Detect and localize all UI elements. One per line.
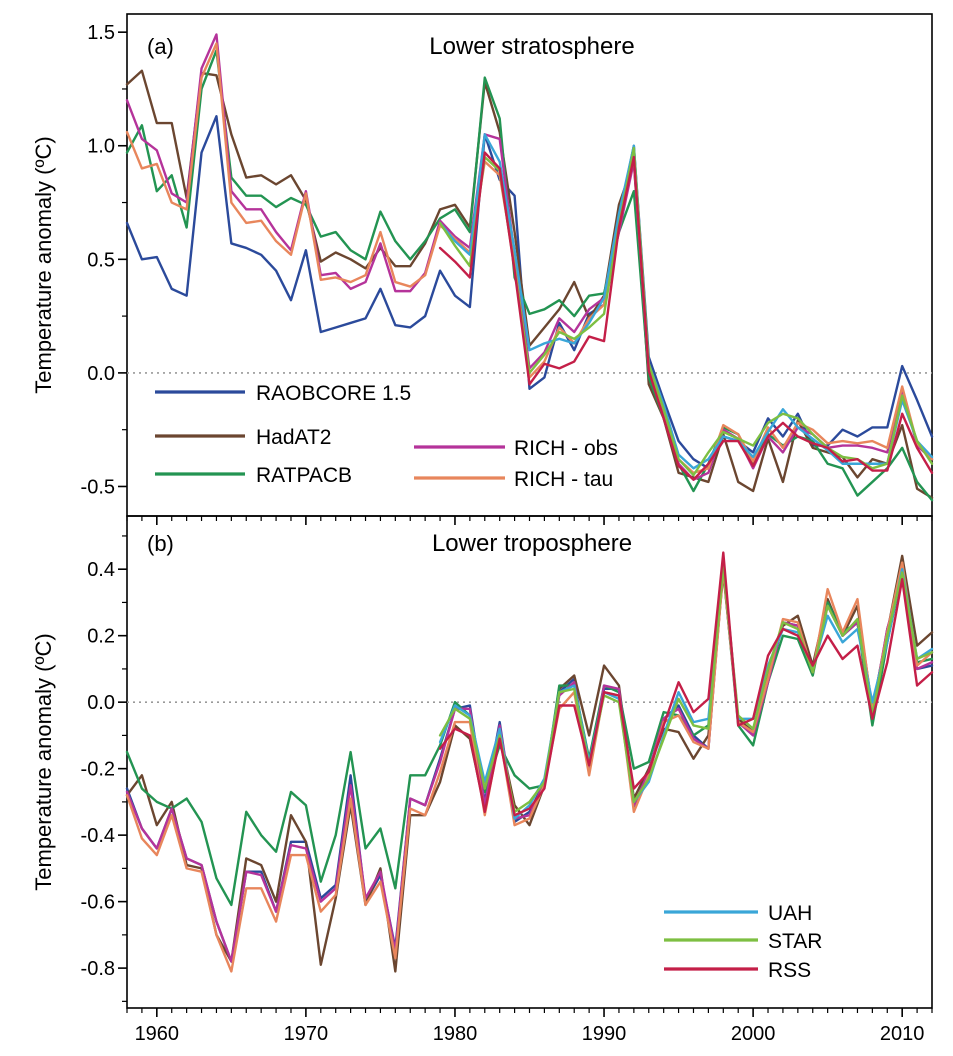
y-tick-label: 0.2 bbox=[87, 626, 115, 648]
x-tick-label: 1980 bbox=[433, 1023, 478, 1045]
y-tick-label: -0.5 bbox=[81, 476, 115, 498]
panel-a-y-axis: -0.5 0.0 0.5 1.0 1.5 bbox=[81, 22, 127, 498]
panel-b-title: Lower troposphere bbox=[432, 530, 632, 557]
y-tick-label: 0.5 bbox=[87, 249, 115, 271]
legend-label-rss: RSS bbox=[768, 959, 811, 982]
legend-label-ratpacb: RATPACB bbox=[256, 464, 352, 487]
series-line-rss bbox=[438, 151, 934, 481]
series-line-star bbox=[438, 564, 934, 814]
series-line-rich-tau bbox=[125, 561, 934, 973]
x-tick-label: 1990 bbox=[582, 1023, 627, 1045]
y-tick-label: -0.4 bbox=[81, 825, 115, 847]
series-line-rich-tau bbox=[125, 42, 934, 475]
series-line-rss bbox=[438, 551, 934, 817]
legend-label-rich-tau: RICH - tau bbox=[514, 468, 613, 491]
legend-label-uah: UAH bbox=[768, 902, 812, 925]
panel-a-title: Lower stratosphere bbox=[429, 33, 634, 60]
legend-label-star: STAR bbox=[768, 930, 822, 953]
y-tick-label: 0.0 bbox=[87, 363, 115, 385]
panel-a-series bbox=[125, 33, 934, 502]
legend-label-rich-obs: RICH - obs bbox=[514, 437, 618, 460]
panel-b-x-axis: 1960 1970 1980 1990 2000 2010 bbox=[126, 1008, 933, 1045]
y-tick-label: 1.0 bbox=[87, 136, 115, 158]
panel-a-legend: RAOBCORE 1.5 HadAT2 RATPACB RICH - obs RICH … bbox=[155, 382, 618, 491]
y-tick-label: -0.2 bbox=[81, 759, 115, 781]
panel-a-x-ticks bbox=[126, 516, 933, 525]
x-tick-label: 1960 bbox=[135, 1023, 180, 1045]
series-line-raobcore-1-5 bbox=[125, 115, 934, 470]
panel-a-label: (a) bbox=[147, 34, 174, 59]
panel-b-y-axis: -0.8 -0.6 -0.4 -0.2 0.0 0.2 0.4 bbox=[81, 535, 127, 1002]
panel-b-y-axis-label: Temperature anomaly (ºC) bbox=[31, 633, 56, 890]
x-tick-label: 2000 bbox=[731, 1023, 776, 1045]
y-tick-label: 0.4 bbox=[87, 559, 115, 581]
series-line-rich-obs bbox=[125, 33, 934, 481]
legend-label-hadat2: HadAT2 bbox=[256, 426, 331, 449]
series-line-ratpacb bbox=[125, 567, 934, 907]
panel-lower-troposphere: -0.8-0.6-0.4-0.20.00.20.4 1960 1970 1980 19… bbox=[31, 515, 934, 1045]
panel-b-legend: UAH STAR RSS bbox=[664, 902, 822, 982]
series-line-hadat2 bbox=[125, 554, 934, 973]
x-tick-label: 2010 bbox=[880, 1023, 925, 1045]
panel-lower-stratosphere: -0.50.00.51.01.5 (a) Lower stratosphere … bbox=[31, 13, 934, 525]
y-tick-label: 1.5 bbox=[87, 22, 115, 44]
x-tick-label: 1970 bbox=[284, 1023, 329, 1045]
panel-b-label: (b) bbox=[147, 531, 174, 556]
y-tick-label: -0.8 bbox=[81, 958, 115, 980]
y-tick-label: 0.0 bbox=[87, 692, 115, 714]
panel-b-series bbox=[125, 551, 934, 973]
y-tick-label: -0.6 bbox=[81, 892, 115, 914]
legend-label-raobcore-1-5: RAOBCORE 1.5 bbox=[256, 382, 411, 405]
series-line-uah bbox=[438, 133, 934, 470]
panel-a-y-axis-label: Temperature anomaly (ºC) bbox=[31, 136, 56, 393]
